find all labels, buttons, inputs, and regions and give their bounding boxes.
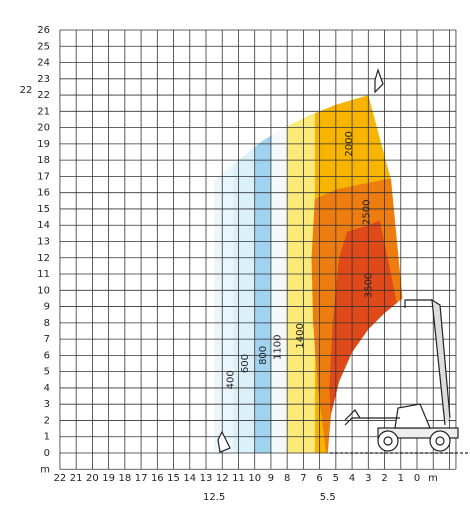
y-label: 18 xyxy=(37,155,50,166)
y-label: 11 xyxy=(37,269,50,280)
x-label: 21 xyxy=(70,473,83,484)
x-label: 8 xyxy=(284,473,290,484)
y-label: 16 xyxy=(37,188,50,199)
y-label: 26 xyxy=(37,25,50,36)
y-label: 0 xyxy=(44,448,50,459)
y-label: 24 xyxy=(37,58,50,69)
zone-label: 3500 xyxy=(363,273,374,298)
y-label: 15 xyxy=(37,204,50,215)
x-label: 10 xyxy=(248,473,261,484)
x-label: 5 xyxy=(333,473,339,484)
grid xyxy=(59,29,457,470)
labels: 0123456789101112131415161718192021222324… xyxy=(20,25,438,503)
x-label: 17 xyxy=(135,473,148,484)
x-label: 6 xyxy=(316,473,322,484)
y-label: 8 xyxy=(44,318,50,329)
y-label: 5 xyxy=(44,367,50,378)
y-label: 1 xyxy=(44,432,50,443)
x-label: 16 xyxy=(151,473,164,484)
y-label: 23 xyxy=(37,74,50,85)
telehandler xyxy=(217,68,470,454)
x-label: 0 xyxy=(414,473,420,484)
zone-label: 600 xyxy=(240,354,251,373)
y-unit: m xyxy=(40,464,50,475)
x-label: 13 xyxy=(200,473,213,484)
zone-label: 800 xyxy=(258,346,269,365)
y-label: 14 xyxy=(37,220,50,231)
x-label: 2 xyxy=(381,473,387,484)
zone-label: 2000 xyxy=(344,131,355,156)
y-label: 22 xyxy=(37,90,50,101)
x-label: 9 xyxy=(268,473,274,484)
y-label: 21 xyxy=(37,106,50,117)
side-label: 22 xyxy=(20,85,33,96)
y-label: 12 xyxy=(37,253,50,264)
x-label: 22 xyxy=(54,473,67,484)
x-label: 11 xyxy=(232,473,245,484)
x-label: 4 xyxy=(349,473,355,484)
zone-label: 400 xyxy=(225,370,236,389)
zone-band xyxy=(287,95,315,453)
zone-band xyxy=(233,95,255,453)
x-label: 14 xyxy=(183,473,196,484)
x-label: 19 xyxy=(102,473,115,484)
y-label: 6 xyxy=(44,350,50,361)
y-label: 20 xyxy=(37,123,50,134)
y-label: 17 xyxy=(37,171,50,182)
x-label: 18 xyxy=(118,473,131,484)
y-label: 10 xyxy=(37,285,50,296)
x-label: 20 xyxy=(86,473,99,484)
x-label: 7 xyxy=(300,473,306,484)
y-label: 7 xyxy=(44,334,50,345)
x-label: 15 xyxy=(167,473,180,484)
x-label: 12 xyxy=(216,473,229,484)
zone-band xyxy=(270,95,288,453)
y-label: 3 xyxy=(44,399,50,410)
y-label: 2 xyxy=(44,415,50,426)
zone-label: 1400 xyxy=(295,323,306,348)
y-label: 25 xyxy=(37,41,50,52)
x-label: 3 xyxy=(365,473,371,484)
zone-label: 1100 xyxy=(272,335,283,360)
load-zones xyxy=(214,95,403,453)
marker-label: 12.5 xyxy=(203,492,225,503)
x-label: 1 xyxy=(398,473,404,484)
x-unit: m xyxy=(428,473,438,484)
y-label: 9 xyxy=(44,302,50,313)
y-label: 19 xyxy=(37,139,50,150)
y-label: 13 xyxy=(37,236,50,247)
y-label: 4 xyxy=(44,383,50,394)
zone-band xyxy=(254,95,271,453)
marker-label: 5.5 xyxy=(320,492,336,503)
zone-band xyxy=(214,95,234,453)
zone-label: 2500 xyxy=(362,199,373,224)
